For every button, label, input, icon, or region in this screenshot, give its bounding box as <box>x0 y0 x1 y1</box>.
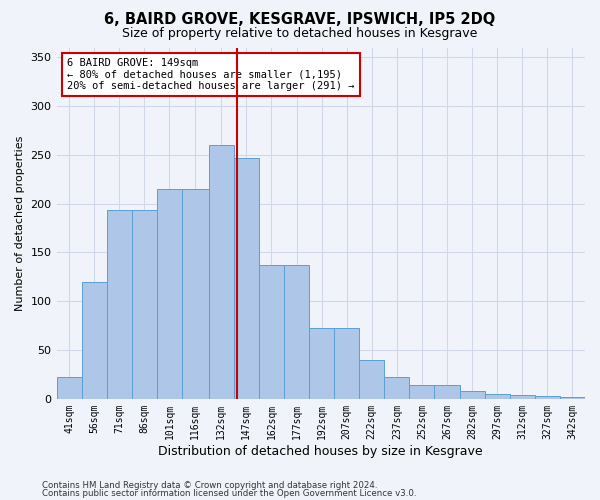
Bar <box>157 189 182 399</box>
Text: Size of property relative to detached houses in Kesgrave: Size of property relative to detached ho… <box>122 28 478 40</box>
Bar <box>560 397 585 399</box>
Bar <box>460 391 485 399</box>
X-axis label: Distribution of detached houses by size in Kesgrave: Distribution of detached houses by size … <box>158 444 483 458</box>
Text: 6 BAIRD GROVE: 149sqm
← 80% of detached houses are smaller (1,195)
20% of semi-d: 6 BAIRD GROVE: 149sqm ← 80% of detached … <box>67 58 355 91</box>
Bar <box>259 265 284 399</box>
Bar <box>284 265 309 399</box>
Bar <box>107 210 132 399</box>
Bar <box>535 396 560 399</box>
Text: 6, BAIRD GROVE, KESGRAVE, IPSWICH, IP5 2DQ: 6, BAIRD GROVE, KESGRAVE, IPSWICH, IP5 2… <box>104 12 496 28</box>
Bar <box>409 385 434 399</box>
Bar <box>359 360 385 399</box>
Bar <box>82 282 107 399</box>
Bar <box>56 378 82 399</box>
Text: Contains HM Land Registry data © Crown copyright and database right 2024.: Contains HM Land Registry data © Crown c… <box>42 480 377 490</box>
Bar <box>510 395 535 399</box>
Bar <box>209 145 234 399</box>
Y-axis label: Number of detached properties: Number of detached properties <box>15 136 25 311</box>
Bar <box>485 394 510 399</box>
Bar <box>309 328 334 399</box>
Bar <box>334 328 359 399</box>
Bar <box>182 189 209 399</box>
Bar <box>385 378 409 399</box>
Text: Contains public sector information licensed under the Open Government Licence v3: Contains public sector information licen… <box>42 489 416 498</box>
Bar <box>434 385 460 399</box>
Bar <box>132 210 157 399</box>
Bar <box>234 158 259 399</box>
